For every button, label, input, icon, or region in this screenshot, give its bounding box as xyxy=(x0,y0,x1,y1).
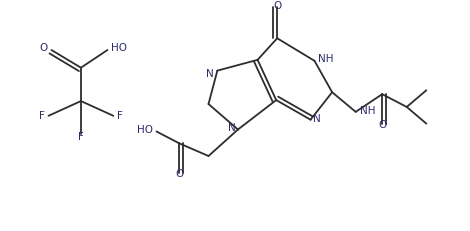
Text: O: O xyxy=(175,169,183,179)
Text: HO: HO xyxy=(111,43,127,53)
Text: F: F xyxy=(39,111,45,121)
Text: O: O xyxy=(39,43,47,53)
Text: O: O xyxy=(378,119,386,130)
Text: F: F xyxy=(117,111,123,121)
Text: O: O xyxy=(273,1,282,11)
Text: N: N xyxy=(228,123,236,134)
Text: F: F xyxy=(78,132,84,142)
Text: HO: HO xyxy=(137,125,153,134)
Text: NH: NH xyxy=(360,106,375,116)
Text: NH: NH xyxy=(318,54,334,64)
Text: N: N xyxy=(313,114,320,124)
Text: N: N xyxy=(206,69,213,79)
